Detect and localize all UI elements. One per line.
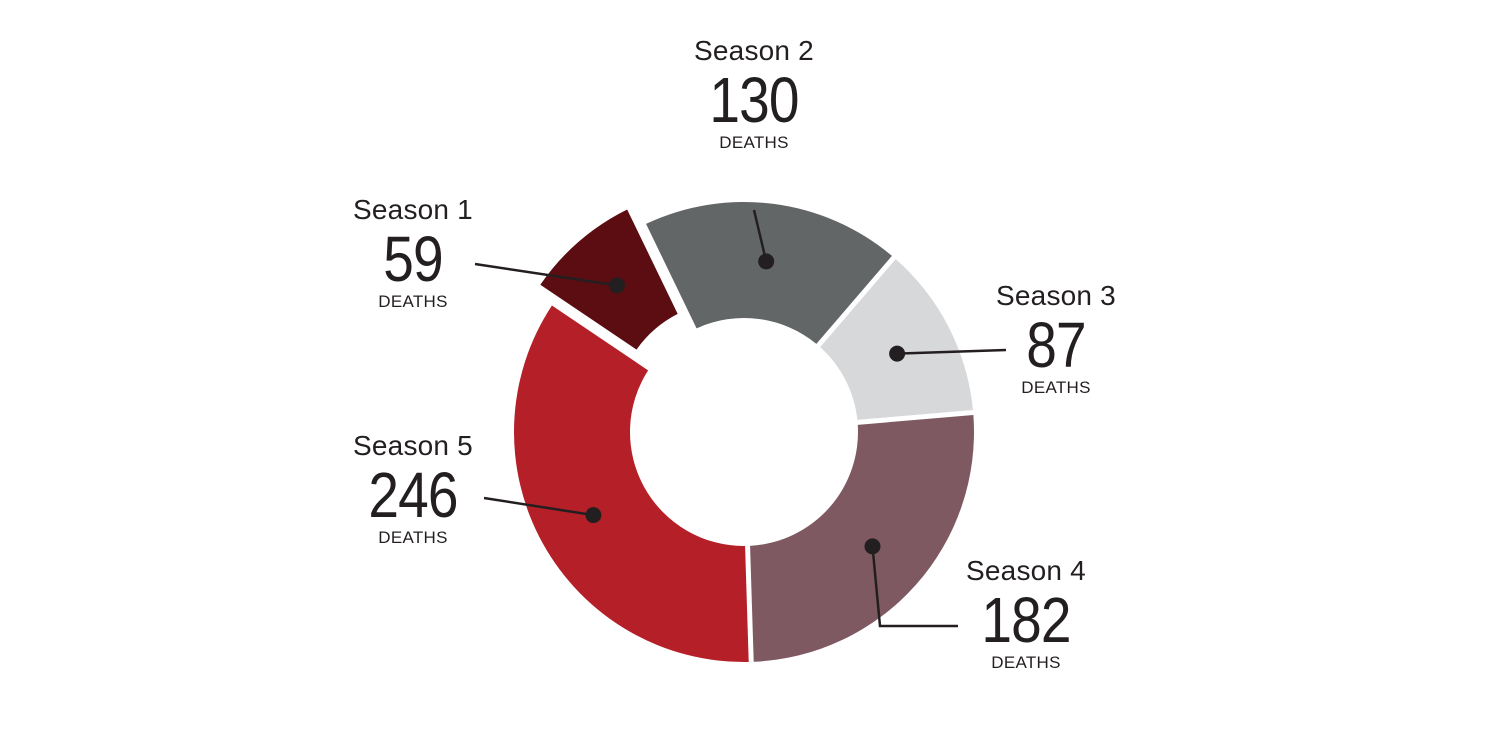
- season-1-value: 59: [383, 223, 443, 295]
- leader-line-season-4: [871, 546, 958, 628]
- season-5-unit: DEATHS: [378, 528, 448, 547]
- leader-dot-season-1: [608, 277, 625, 294]
- season-2-unit: DEATHS: [719, 133, 789, 152]
- season-5-value: 246: [368, 459, 458, 531]
- leader-line-season-5: [483, 496, 594, 517]
- leader-dot-season-2: [758, 253, 775, 270]
- season-1-unit: DEATHS: [378, 292, 448, 311]
- label-season-2: Season 2 130 DEATHS: [654, 35, 854, 153]
- season-4-value: 182: [981, 584, 1071, 656]
- label-season-4: Season 4 182 DEATHS: [926, 555, 1126, 673]
- leader-line-season-2: [752, 209, 768, 262]
- slice-season-1: [540, 209, 678, 350]
- label-season-3: Season 3 87 DEATHS: [956, 280, 1156, 398]
- leader-dot-season-4: [864, 538, 881, 555]
- season-4-unit: DEATHS: [991, 653, 1061, 672]
- season-5-name: Season 5: [353, 430, 473, 461]
- season-3-value: 87: [1026, 309, 1086, 381]
- slice-season-4: [750, 414, 974, 662]
- label-season-1: Season 1 59 DEATHS: [313, 194, 513, 312]
- season-2-value: 130: [709, 64, 799, 136]
- leader-lines: [474, 209, 1007, 628]
- slice-season-3: [820, 259, 973, 420]
- leader-dot-season-5: [585, 507, 602, 524]
- slice-season-2: [646, 201, 892, 344]
- season-4-name: Season 4: [966, 555, 1086, 586]
- season-2-name: Season 2: [694, 35, 814, 66]
- label-season-5: Season 5 246 DEATHS: [313, 430, 513, 548]
- leader-line-season-3: [897, 348, 1007, 355]
- leader-line-season-1: [474, 262, 618, 287]
- season-3-name: Season 3: [996, 280, 1116, 311]
- season-3-unit: DEATHS: [1021, 378, 1091, 397]
- leader-dot-season-3: [889, 345, 906, 362]
- season-1-name: Season 1: [353, 194, 473, 225]
- slice-season-5: [514, 305, 749, 662]
- donut-slices: [514, 201, 974, 662]
